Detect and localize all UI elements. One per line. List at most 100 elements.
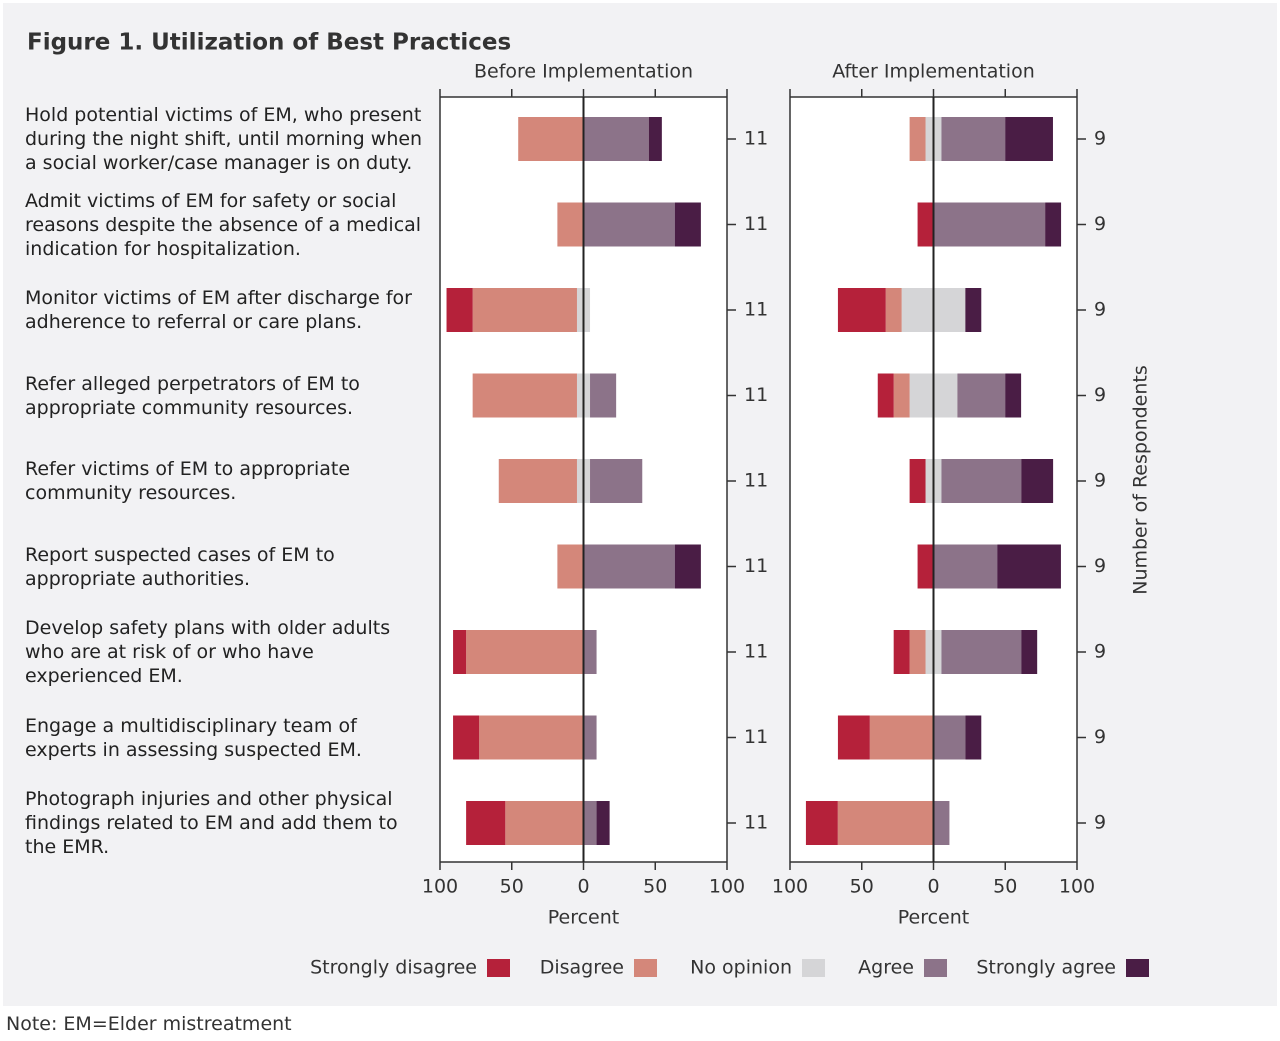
- bar-segment: [472, 288, 577, 332]
- bar-segment: [941, 117, 1006, 161]
- bar-segment: [909, 630, 926, 674]
- bar-segment: [674, 202, 701, 247]
- x-axis-label: Percent: [548, 907, 620, 929]
- respondent-count: 9: [1094, 555, 1106, 577]
- respondent-count: 9: [1094, 384, 1106, 406]
- bar-segment: [893, 373, 910, 418]
- bar-segment: [941, 459, 1022, 503]
- respondent-count: 9: [1094, 128, 1106, 150]
- bar-segment: [837, 288, 886, 332]
- respondent-count: 9: [1094, 299, 1106, 321]
- x-tick-label: 100: [1059, 876, 1095, 898]
- bar-segment: [837, 801, 934, 845]
- bar-segment: [466, 801, 506, 845]
- category-label: Engage a multidisciplinary team of exper…: [25, 714, 362, 761]
- respondent-count: 11: [744, 384, 768, 406]
- category-label: Admit victims of EM for safety or social…: [25, 189, 422, 260]
- panel-title: After Implementation: [832, 61, 1035, 83]
- category-label: Refer victims of EM to appropriate commu…: [25, 458, 351, 504]
- x-tick-label: 0: [577, 876, 589, 898]
- category-label: Hold potential victims of EM, who presen…: [25, 104, 423, 174]
- bar-segment: [674, 544, 701, 589]
- legend-swatch: [802, 959, 825, 977]
- bar-segment: [1005, 373, 1022, 418]
- legend-label: No opinion: [690, 957, 792, 979]
- bar-segment: [596, 801, 610, 845]
- x-axis-label: Percent: [898, 907, 970, 929]
- respondent-count: 11: [744, 812, 768, 834]
- chart-title: Figure 1. Utilization of Best Practices: [27, 30, 511, 56]
- bar-segment: [648, 117, 662, 161]
- respondent-count: 11: [744, 641, 768, 663]
- bar-segment: [965, 288, 982, 332]
- bar-segment: [917, 544, 934, 589]
- x-tick-label: 50: [850, 876, 874, 898]
- legend-swatch: [487, 959, 510, 977]
- bar-segment: [1021, 630, 1038, 674]
- legend-label: Strongly agree: [976, 957, 1116, 979]
- bar-segment: [518, 117, 584, 161]
- category-label: Refer alleged perpetrators of EM to appr…: [25, 372, 360, 419]
- bar-segment: [933, 202, 1046, 247]
- bar-segment: [505, 801, 584, 845]
- bar-segment: [941, 630, 1022, 674]
- bar-segment: [446, 288, 473, 332]
- bar-segment: [583, 544, 675, 589]
- bar-segment: [1021, 459, 1054, 503]
- respondent-count: 9: [1094, 470, 1106, 492]
- x-tick-label: 50: [993, 876, 1017, 898]
- bar-segment: [472, 373, 577, 418]
- bar-segment: [479, 715, 584, 760]
- bar-segment: [583, 801, 597, 845]
- respondent-count: 11: [744, 726, 768, 748]
- respondent-count: 11: [744, 470, 768, 492]
- bar-segment: [933, 715, 966, 760]
- x-tick-label: 100: [709, 876, 745, 898]
- category-label: Develop safety plans with older adults w…: [25, 617, 391, 687]
- bar-segment: [957, 373, 1006, 418]
- bar-segment: [997, 544, 1061, 589]
- legend-label: Disagree: [540, 957, 624, 979]
- respondent-count: 11: [744, 555, 768, 577]
- bar-segment: [917, 202, 934, 247]
- y2-axis-label: Number of Respondents: [1130, 365, 1152, 595]
- bar-segment: [933, 544, 998, 589]
- bar-segment: [965, 715, 982, 760]
- legend-label: Strongly disagree: [310, 957, 477, 979]
- bar-segment: [557, 202, 584, 247]
- respondent-count: 9: [1094, 726, 1106, 748]
- bar-segment: [590, 459, 643, 503]
- respondent-count: 11: [744, 128, 768, 150]
- bar-segment: [893, 630, 910, 674]
- legend-swatch: [1126, 959, 1149, 977]
- bar-segment: [466, 630, 584, 674]
- bar-segment: [453, 715, 480, 760]
- bar-segment: [583, 117, 649, 161]
- category-label: Photograph injuries and other physical f…: [25, 788, 398, 858]
- respondent-count: 9: [1094, 641, 1106, 663]
- bar-segment: [909, 117, 926, 161]
- bar-segment: [453, 630, 467, 674]
- bar-segment: [1045, 202, 1062, 247]
- bar-segment: [869, 715, 934, 760]
- bar-segment: [583, 202, 675, 247]
- respondent-count: 11: [744, 213, 768, 235]
- respondent-count: 11: [744, 299, 768, 321]
- bar-segment: [590, 373, 617, 418]
- legend-swatch: [924, 959, 947, 977]
- bar-segment: [877, 373, 894, 418]
- bar-segment: [557, 544, 584, 589]
- bar-segment: [805, 801, 838, 845]
- x-tick-label: 50: [643, 876, 667, 898]
- note: Note: EM=Elder mistreatment: [6, 1013, 292, 1035]
- x-tick-label: 100: [772, 876, 808, 898]
- respondent-count: 9: [1094, 213, 1106, 235]
- bar-segment: [498, 459, 577, 503]
- x-tick-label: 0: [927, 876, 939, 898]
- bar-segment: [933, 801, 950, 845]
- bar-segment: [837, 715, 870, 760]
- bar-segment: [583, 630, 597, 674]
- x-tick-label: 100: [422, 876, 458, 898]
